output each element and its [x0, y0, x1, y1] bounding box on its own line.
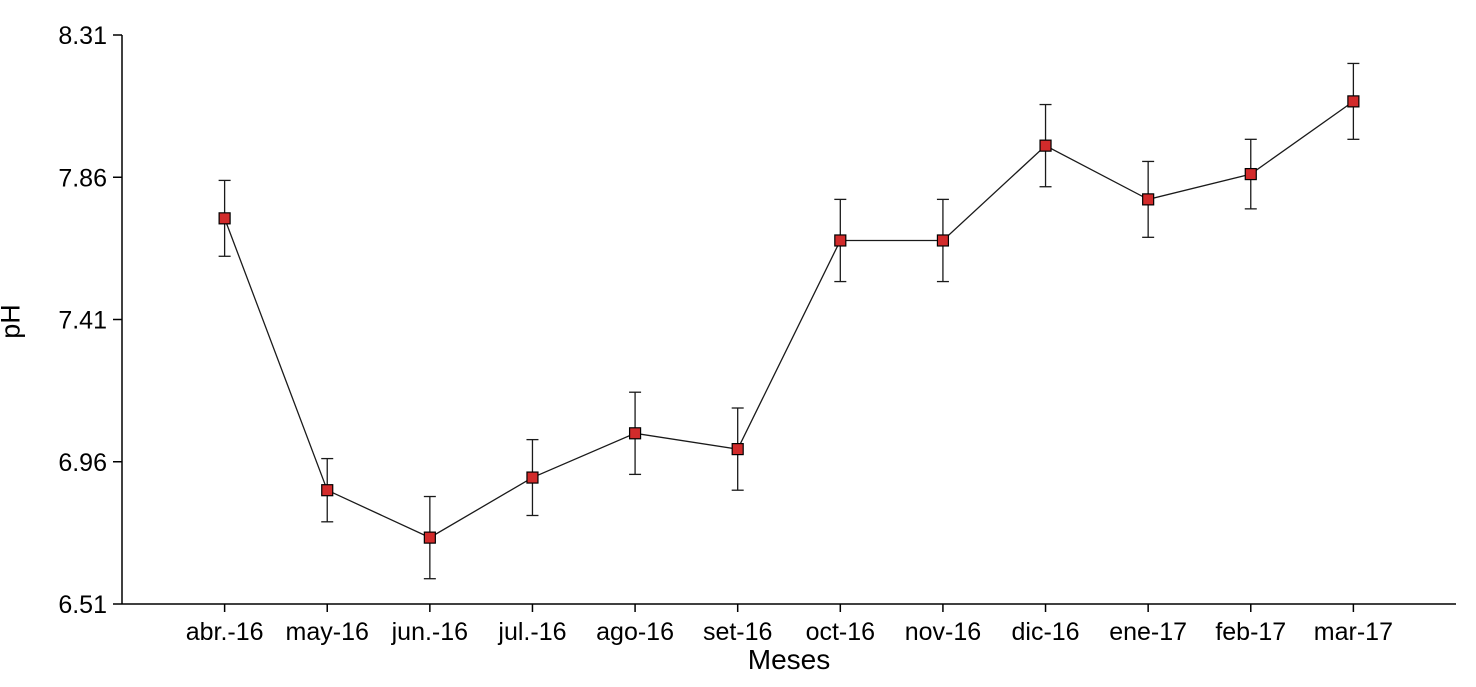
data-point-marker [1039, 139, 1052, 152]
x-tick-label: mar-17 [1314, 618, 1393, 646]
x-tick-label: may-16 [286, 618, 369, 646]
x-tick-label: jul.-16 [497, 618, 566, 646]
y-axis-title: pH [0, 304, 26, 339]
y-tick-label: 7.86 [58, 164, 107, 192]
data-point-marker [936, 234, 950, 247]
x-tick-label: dic-16 [1011, 618, 1079, 646]
data-point-marker [1142, 193, 1155, 206]
data-point-marker [1347, 95, 1360, 108]
data-point-marker [628, 427, 642, 440]
data-point-marker [1244, 167, 1257, 181]
x-tick-label: feb-17 [1215, 618, 1286, 646]
x-tick-label: ago-16 [596, 618, 674, 646]
data-line [224, 100, 1354, 539]
x-axis-title: Meses [747, 644, 831, 675]
x-tick-label: set-16 [703, 618, 772, 646]
x-tick-label: ene-17 [1109, 618, 1187, 646]
y-tick-label: 6.96 [58, 449, 107, 477]
data-point-marker [526, 471, 539, 484]
data-point-marker [731, 443, 744, 456]
y-tick-label: 7.41 [58, 307, 107, 335]
y-tick-label: 8.31 [58, 22, 107, 50]
data-point-marker [834, 234, 847, 247]
x-tick-label: abr.-16 [186, 618, 264, 646]
data-point-marker [423, 531, 436, 544]
x-tick-label: nov-16 [905, 618, 981, 646]
x-tick-label: oct-16 [806, 618, 875, 646]
x-tick-label: jun.-16 [391, 618, 468, 646]
data-point-marker [321, 484, 334, 497]
data-point-marker [218, 212, 231, 225]
y-tick-label: 6.51 [58, 591, 107, 619]
